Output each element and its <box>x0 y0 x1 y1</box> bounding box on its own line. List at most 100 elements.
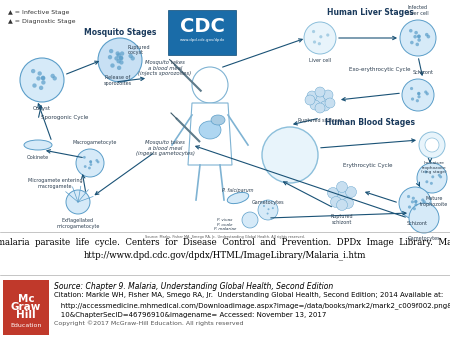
Circle shape <box>36 76 40 80</box>
Circle shape <box>32 83 37 88</box>
Circle shape <box>119 60 124 65</box>
Circle shape <box>425 33 428 37</box>
Circle shape <box>417 38 421 42</box>
Circle shape <box>411 200 414 203</box>
Text: Ookinete: Ookinete <box>27 155 49 160</box>
Circle shape <box>117 59 121 64</box>
Ellipse shape <box>211 115 225 125</box>
Circle shape <box>414 31 418 34</box>
Circle shape <box>417 163 447 193</box>
Circle shape <box>325 98 335 108</box>
FancyBboxPatch shape <box>2 5 448 228</box>
Circle shape <box>20 58 64 102</box>
Circle shape <box>41 76 45 80</box>
Circle shape <box>431 175 434 178</box>
Circle shape <box>424 91 427 94</box>
Circle shape <box>319 35 323 38</box>
Circle shape <box>426 92 429 95</box>
Circle shape <box>323 90 333 100</box>
Circle shape <box>414 35 417 39</box>
Circle shape <box>318 42 321 45</box>
Circle shape <box>409 203 439 233</box>
Text: Schizont: Schizont <box>413 70 433 75</box>
Text: Ruptured
schizont: Ruptured schizont <box>331 214 353 225</box>
Ellipse shape <box>199 121 221 139</box>
Polygon shape <box>188 103 232 165</box>
Circle shape <box>415 43 419 46</box>
Text: Microgamete entering
macrogamete: Microgamete entering macrogamete <box>28 178 82 189</box>
Circle shape <box>312 30 315 33</box>
Text: 10&ChapterSecID=46796910&imagename= Accessed: November 13, 2017: 10&ChapterSecID=46796910&imagename= Acce… <box>54 312 326 318</box>
Circle shape <box>412 197 415 200</box>
Circle shape <box>418 95 421 98</box>
Circle shape <box>83 156 86 159</box>
Text: ▲ = Infective Stage: ▲ = Infective Stage <box>8 10 69 15</box>
Circle shape <box>114 56 119 61</box>
Circle shape <box>116 51 120 56</box>
Text: The  malaria  parasite  life  cycle.  Centers  for  Disease  Control  and  Preve: The malaria parasite life cycle. Centers… <box>0 238 450 247</box>
Circle shape <box>409 29 413 32</box>
Text: Source: Chapter 9. Malaria, Understanding Global Health, Second Edition: Source: Chapter 9. Malaria, Understandin… <box>54 282 333 291</box>
Circle shape <box>417 92 420 95</box>
Text: CDC: CDC <box>180 17 225 36</box>
Circle shape <box>129 54 133 58</box>
Text: Human Blood Stages: Human Blood Stages <box>325 118 415 127</box>
Circle shape <box>414 203 418 207</box>
Circle shape <box>90 161 92 163</box>
Circle shape <box>31 69 36 73</box>
Circle shape <box>410 87 413 90</box>
Circle shape <box>402 79 434 111</box>
Text: ▲ = Diagnostic Stage: ▲ = Diagnostic Stage <box>8 19 76 24</box>
Circle shape <box>424 170 427 173</box>
Ellipse shape <box>24 140 52 150</box>
Circle shape <box>413 207 416 210</box>
Circle shape <box>425 180 428 183</box>
Circle shape <box>119 55 123 60</box>
Circle shape <box>337 199 347 211</box>
Circle shape <box>400 20 436 56</box>
Text: Ruptured
oocyst: Ruptured oocyst <box>128 45 151 55</box>
Circle shape <box>120 51 124 56</box>
Text: www.dpd.cdc.gov/dpdx: www.dpd.cdc.gov/dpdx <box>180 39 225 43</box>
Circle shape <box>262 127 318 183</box>
Circle shape <box>109 49 113 53</box>
Text: Mosquito takes
a blood meal
(injects sporozoites): Mosquito takes a blood meal (injects spo… <box>139 60 192 76</box>
Circle shape <box>414 200 418 203</box>
Text: Hill: Hill <box>16 311 36 320</box>
Text: Infected
liver cell: Infected liver cell <box>408 5 428 16</box>
Circle shape <box>417 92 420 95</box>
Circle shape <box>399 187 431 219</box>
Text: Mosquito takes
a blood meal
(ingests gametocytes): Mosquito takes a blood meal (ingests gam… <box>135 140 194 156</box>
Text: Release of
sporozoites: Release of sporozoites <box>104 75 132 86</box>
Circle shape <box>53 76 57 80</box>
Circle shape <box>66 190 90 214</box>
Circle shape <box>419 132 445 158</box>
Text: P. falciparum: P. falciparum <box>222 188 254 193</box>
Text: Education: Education <box>10 323 42 328</box>
Circle shape <box>50 74 55 78</box>
Circle shape <box>89 160 92 163</box>
Circle shape <box>98 38 142 82</box>
Circle shape <box>417 35 421 39</box>
Circle shape <box>313 41 316 44</box>
Circle shape <box>423 200 426 203</box>
Circle shape <box>326 33 329 37</box>
Circle shape <box>263 205 265 207</box>
Circle shape <box>97 161 99 163</box>
Circle shape <box>328 188 338 198</box>
Text: Mosquito Stages: Mosquito Stages <box>84 28 156 37</box>
Text: Macrogametocyte: Macrogametocyte <box>73 140 117 145</box>
Circle shape <box>407 195 410 198</box>
Text: Schizont: Schizont <box>406 221 428 226</box>
Circle shape <box>108 55 112 59</box>
Text: Immature
trophozoite
(ring stage): Immature trophozoite (ring stage) <box>421 161 447 174</box>
Text: Graw: Graw <box>11 303 41 313</box>
Circle shape <box>90 163 92 166</box>
Circle shape <box>346 187 356 197</box>
Text: Ruptured schizont: Ruptured schizont <box>298 118 342 123</box>
Circle shape <box>304 22 336 54</box>
Circle shape <box>330 196 342 208</box>
Circle shape <box>439 175 442 178</box>
Circle shape <box>272 207 274 209</box>
Text: Citation: Markle WH, Fisher MA, Smego RA, Jr.  Understanding Global Health, Seco: Citation: Markle WH, Fisher MA, Smego RA… <box>54 292 443 298</box>
